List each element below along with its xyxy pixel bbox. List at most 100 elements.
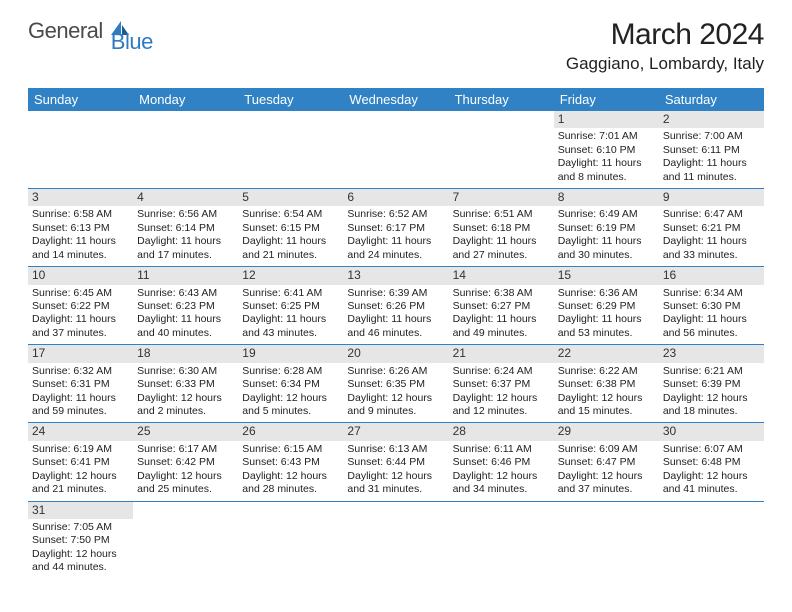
calendar-day: 11Sunrise: 6:43 AMSunset: 6:23 PMDayligh… [133, 267, 238, 344]
sunset-line: Sunset: 6:21 PM [663, 222, 760, 235]
calendar-day: 23Sunrise: 6:21 AMSunset: 6:39 PMDayligh… [659, 345, 764, 422]
sunrise-line: Sunrise: 6:13 AM [347, 443, 444, 456]
day-number: 17 [28, 345, 133, 362]
sunset-line: Sunset: 6:48 PM [663, 456, 760, 469]
sunrise-line: Sunrise: 6:54 AM [242, 208, 339, 221]
daylight-line: Daylight: 11 hours and 53 minutes. [558, 313, 655, 340]
calendar-day: 12Sunrise: 6:41 AMSunset: 6:25 PMDayligh… [238, 267, 343, 344]
day-number: 8 [554, 189, 659, 206]
day-number: 18 [133, 345, 238, 362]
sunset-line: Sunset: 6:37 PM [453, 378, 550, 391]
day-number: 30 [659, 423, 764, 440]
calendar-day: 20Sunrise: 6:26 AMSunset: 6:35 PMDayligh… [343, 345, 448, 422]
sunset-line: Sunset: 6:47 PM [558, 456, 655, 469]
calendar-day: 29Sunrise: 6:09 AMSunset: 6:47 PMDayligh… [554, 423, 659, 500]
day-number: 5 [238, 189, 343, 206]
calendar-day: 26Sunrise: 6:15 AMSunset: 6:43 PMDayligh… [238, 423, 343, 500]
sunrise-line: Sunrise: 6:56 AM [137, 208, 234, 221]
daylight-line: Daylight: 11 hours and 21 minutes. [242, 235, 339, 262]
daylight-line: Daylight: 12 hours and 25 minutes. [137, 470, 234, 497]
day-number: 10 [28, 267, 133, 284]
calendar-day: 30Sunrise: 6:07 AMSunset: 6:48 PMDayligh… [659, 423, 764, 500]
sunset-line: Sunset: 6:13 PM [32, 222, 129, 235]
calendar-day: 31Sunrise: 7:05 AMSunset: 7:50 PMDayligh… [28, 502, 133, 579]
daylight-line: Daylight: 11 hours and 30 minutes. [558, 235, 655, 262]
day-number: 31 [28, 502, 133, 519]
sunset-line: Sunset: 6:34 PM [242, 378, 339, 391]
daylight-line: Daylight: 12 hours and 5 minutes. [242, 392, 339, 419]
calendar-day: 10Sunrise: 6:45 AMSunset: 6:22 PMDayligh… [28, 267, 133, 344]
day-number: 3 [28, 189, 133, 206]
daylight-line: Daylight: 12 hours and 18 minutes. [663, 392, 760, 419]
sunrise-line: Sunrise: 6:07 AM [663, 443, 760, 456]
day-number: 19 [238, 345, 343, 362]
sunset-line: Sunset: 6:31 PM [32, 378, 129, 391]
daylight-line: Daylight: 12 hours and 21 minutes. [32, 470, 129, 497]
calendar-day-empty [659, 502, 764, 579]
sunrise-line: Sunrise: 6:52 AM [347, 208, 444, 221]
calendar: SundayMondayTuesdayWednesdayThursdayFrid… [28, 88, 764, 579]
daylight-line: Daylight: 12 hours and 37 minutes. [558, 470, 655, 497]
daylight-line: Daylight: 12 hours and 44 minutes. [32, 548, 129, 575]
day-number: 21 [449, 345, 554, 362]
sunset-line: Sunset: 6:19 PM [558, 222, 655, 235]
calendar-day: 7 Sunrise: 6:51 AMSunset: 6:18 PMDaylight… [449, 189, 554, 266]
sunset-line: Sunset: 6:26 PM [347, 300, 444, 313]
daylight-line: Daylight: 11 hours and 33 minutes. [663, 235, 760, 262]
calendar-day-empty [28, 111, 133, 188]
sunset-line: Sunset: 7:50 PM [32, 534, 129, 547]
calendar-day: 6Sunrise: 6:52 AMSunset: 6:17 PMDaylight… [343, 189, 448, 266]
day-number: 13 [343, 267, 448, 284]
calendar-week: 1Sunrise: 7:01 AMSunset: 6:10 PMDaylight… [28, 111, 764, 189]
calendar-day: 25Sunrise: 6:17 AMSunset: 6:42 PMDayligh… [133, 423, 238, 500]
sunset-line: Sunset: 6:29 PM [558, 300, 655, 313]
calendar-week: 17 Sunrise: 6:32 AMSunset: 6:31 PM Dayligh… [28, 345, 764, 423]
calendar-day: 15Sunrise: 6:36 AMSunset: 6:29 PMDayligh… [554, 267, 659, 344]
daylight-line: Daylight: 12 hours and 15 minutes. [558, 392, 655, 419]
sunrise-line: Sunrise: 6:22 AM [558, 365, 655, 378]
sunrise-line: Sunrise: 6:32 AM [32, 365, 129, 378]
day-header: Monday [133, 88, 238, 111]
calendar-day: 4Sunrise: 6:56 AMSunset: 6:14 PMDaylight… [133, 189, 238, 266]
sunrise-line: Sunrise: 6:21 AM [663, 365, 760, 378]
calendar-day: 22Sunrise: 6:22 AMSunset: 6:38 PMDayligh… [554, 345, 659, 422]
sunset-line: Sunset: 6:39 PM [663, 378, 760, 391]
calendar-day: 28Sunrise: 6:11 AMSunset: 6:46 PMDayligh… [449, 423, 554, 500]
sunrise-line: Sunrise: 6:17 AM [137, 443, 234, 456]
day-number: 7 [449, 189, 554, 206]
calendar-day-empty [449, 502, 554, 579]
sunset-line: Sunset: 6:17 PM [347, 222, 444, 235]
sunset-line: Sunset: 6:46 PM [453, 456, 550, 469]
calendar-day: 5 Sunrise: 6:54 AMSunset: 6:15 PMDaylight… [238, 189, 343, 266]
sunset-line: Sunset: 6:11 PM [663, 144, 760, 157]
daylight-line: Daylight: 11 hours and 11 minutes. [663, 157, 760, 184]
sunset-line: Sunset: 6:38 PM [558, 378, 655, 391]
daylight-line: Daylight: 11 hours and 27 minutes. [453, 235, 550, 262]
calendar-day: 27Sunrise: 6:13 AMSunset: 6:44 PMDayligh… [343, 423, 448, 500]
calendar-day: 9Sunrise: 6:47 AMSunset: 6:21 PMDaylight… [659, 189, 764, 266]
day-number: 26 [238, 423, 343, 440]
sunrise-line: Sunrise: 6:39 AM [347, 287, 444, 300]
day-number: 25 [133, 423, 238, 440]
daylight-line: Daylight: 11 hours and 8 minutes. [558, 157, 655, 184]
day-number: 28 [449, 423, 554, 440]
daylight-line: Daylight: 12 hours and 34 minutes. [453, 470, 550, 497]
day-number: 20 [343, 345, 448, 362]
logo-text-general: General [28, 18, 103, 44]
daylight-line: Daylight: 12 hours and 12 minutes. [453, 392, 550, 419]
sunrise-line: Sunrise: 6:49 AM [558, 208, 655, 221]
calendar-day: 24Sunrise: 6:19 AMSunset: 6:41 PMDayligh… [28, 423, 133, 500]
header: General Blue March 2024 Gaggiano, Lombar… [0, 0, 792, 80]
sunset-line: Sunset: 6:18 PM [453, 222, 550, 235]
calendar-day-empty [133, 502, 238, 579]
day-number: 9 [659, 189, 764, 206]
day-number: 29 [554, 423, 659, 440]
sunrise-line: Sunrise: 6:45 AM [32, 287, 129, 300]
sunrise-line: Sunrise: 6:51 AM [453, 208, 550, 221]
sunrise-line: Sunrise: 6:34 AM [663, 287, 760, 300]
sunset-line: Sunset: 6:15 PM [242, 222, 339, 235]
calendar-day-empty [238, 502, 343, 579]
daylight-line: Daylight: 11 hours and 14 minutes. [32, 235, 129, 262]
calendar-day: 16Sunrise: 6:34 AMSunset: 6:30 PMDayligh… [659, 267, 764, 344]
sunrise-line: Sunrise: 6:30 AM [137, 365, 234, 378]
